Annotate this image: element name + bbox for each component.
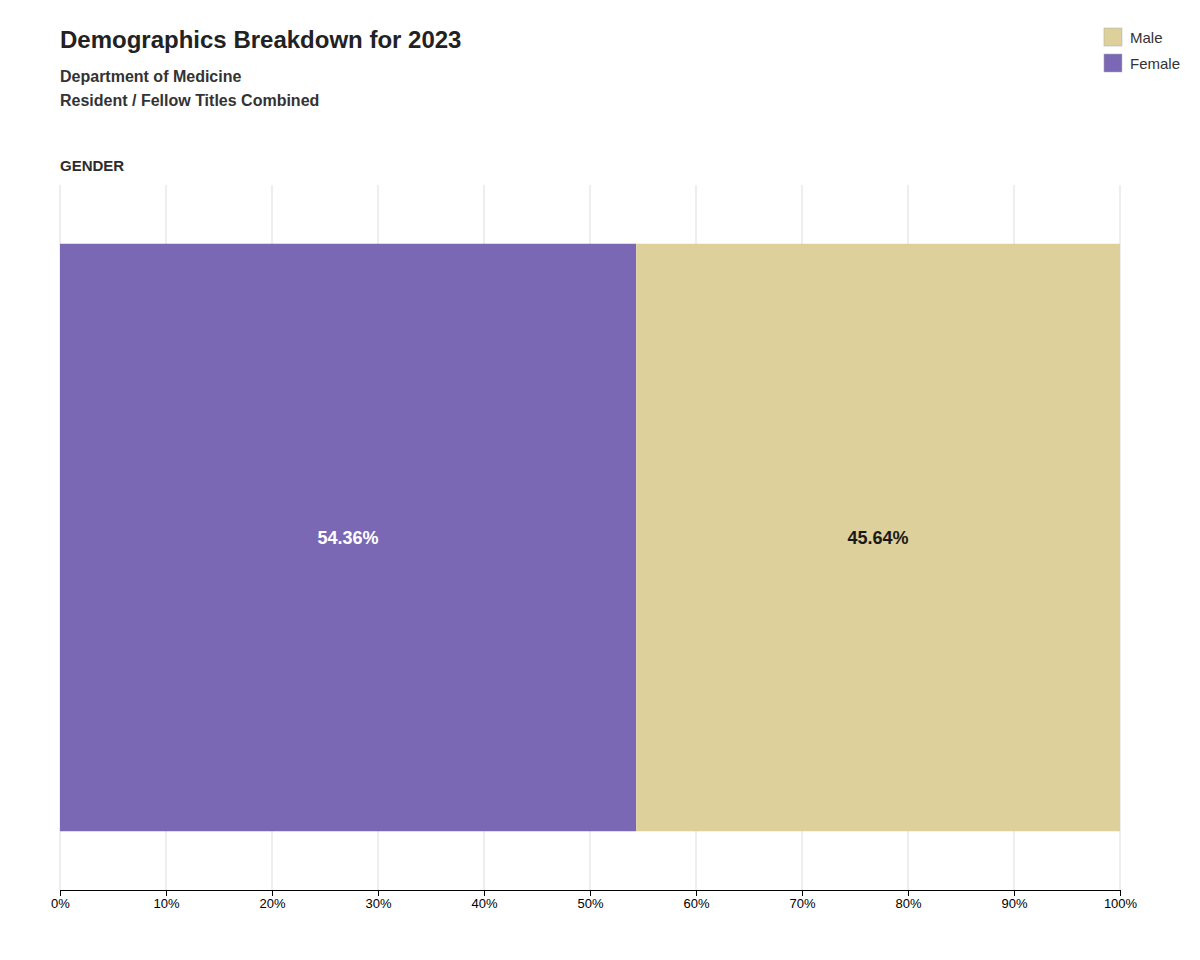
x-tick-mark (60, 890, 61, 896)
x-tick-label: 0% (51, 896, 70, 911)
section-label: GENDER (60, 157, 124, 174)
x-tick-label: 20% (259, 896, 285, 911)
bar (636, 244, 1120, 832)
legend-label: Female (1130, 55, 1180, 72)
x-tick: 90% (1001, 890, 1027, 911)
legend-label: Male (1130, 29, 1163, 46)
x-tick: 50% (577, 890, 603, 911)
x-tick: 100% (1104, 890, 1138, 911)
x-tick: 60% (683, 890, 709, 911)
x-axis: 0% 10% 20% 30% 40% 50% 60% 70% 80% 90% 100% (51, 890, 1137, 911)
x-tick-label: 60% (683, 896, 709, 911)
legend-swatch (1104, 54, 1122, 72)
subtitle: Resident / Fellow Titles Combined (60, 92, 319, 109)
x-tick-label: 80% (895, 896, 921, 911)
chart: Demographics Breakdown for 2023 Departmen… (0, 0, 1200, 960)
x-tick: 80% (895, 890, 921, 911)
x-tick: 10% (153, 890, 179, 911)
title: Demographics Breakdown for 2023 (60, 26, 461, 53)
x-tick: 20% (259, 890, 285, 911)
x-tick-mark (1014, 890, 1015, 896)
data-label: 45.64% (848, 528, 909, 548)
x-axis-line (61, 891, 1121, 897)
legend-item: Female (1104, 54, 1180, 72)
x-tick-mark (272, 890, 273, 896)
bar (60, 244, 636, 832)
x-tick: 0% (51, 890, 70, 911)
x-tick: 30% (365, 890, 391, 911)
x-tick-mark (696, 890, 697, 896)
grid (60, 185, 1120, 890)
legend-swatch (1104, 28, 1122, 46)
x-tick-mark (166, 890, 167, 896)
x-tick-label: 40% (471, 896, 497, 911)
x-tick-mark (590, 890, 591, 896)
x-tick-label: 50% (577, 896, 603, 911)
x-tick-mark (802, 890, 803, 896)
data-labels: 54.36% 45.64% (318, 528, 909, 548)
legend-item: Male (1104, 28, 1163, 46)
x-tick-label: 90% (1001, 896, 1027, 911)
x-tick-label: 10% (153, 896, 179, 911)
subtitle: Department of Medicine (60, 68, 241, 85)
x-tick: 40% (471, 890, 497, 911)
bars (60, 244, 1120, 832)
x-tick-mark (1120, 890, 1121, 896)
x-tick-mark (484, 890, 485, 896)
x-tick-label: 70% (789, 896, 815, 911)
x-tick-mark (378, 890, 379, 896)
legend: Male Female (1104, 28, 1180, 72)
x-tick-label: 100% (1104, 896, 1138, 911)
x-tick-label: 30% (365, 896, 391, 911)
plot: 54.36% 45.64% 0% 10% 20% 30% 40% 50% 60% 70% 80% 90… (51, 185, 1137, 911)
x-tick-mark (908, 890, 909, 896)
data-label: 54.36% (318, 528, 379, 548)
x-tick: 70% (789, 890, 815, 911)
